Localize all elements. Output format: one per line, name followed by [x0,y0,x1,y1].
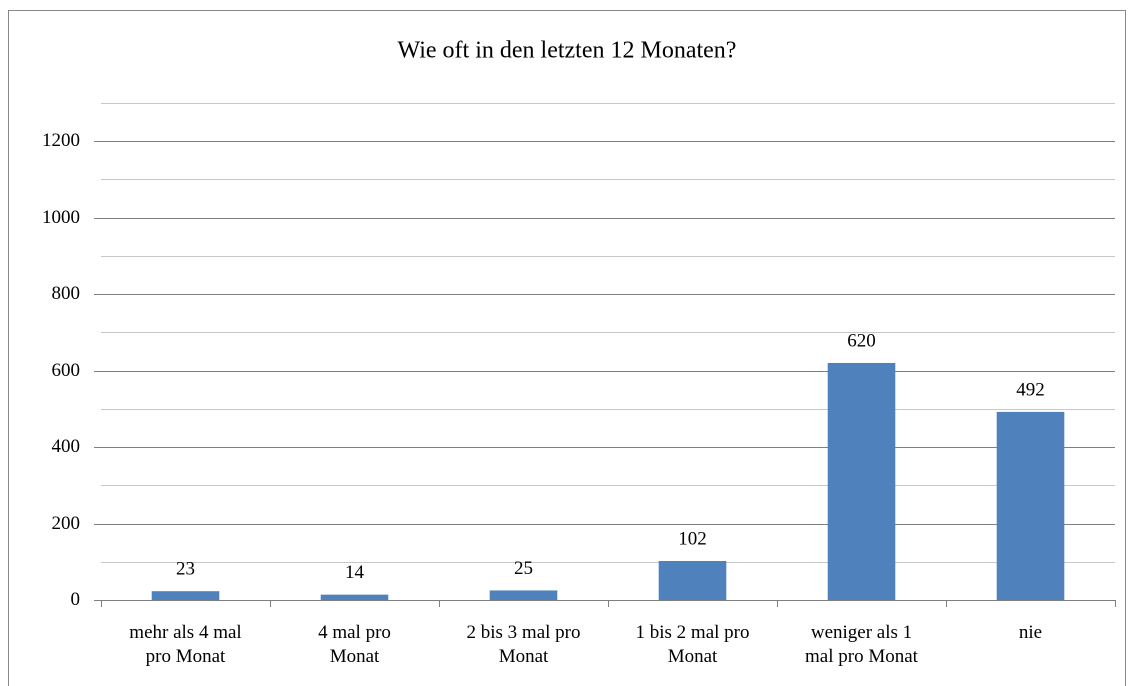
y-tick-label: 1200 [42,130,80,151]
x-tick-label: weniger als 1 mal pro Monat [805,622,918,667]
y-tick-label: 0 [71,589,81,610]
x-tick-label: 1 bis 2 mal pro Monat [635,622,750,667]
bar [320,594,389,600]
y-tick-label: 200 [52,513,81,534]
x-tick-label: mehr als 4 mal pro Monat [129,622,242,667]
x-tick-label: nie [1018,622,1043,643]
data-label: 25 [514,558,533,579]
bar [489,590,558,600]
data-label: 620 [847,330,876,351]
data-label: 14 [345,562,365,583]
bar [151,591,220,600]
x-tick-label: 4 mal pro Monat [318,622,391,667]
y-tick-label: 600 [52,360,81,381]
x-tick-label: 2 bis 3 mal pro Monat [466,622,581,667]
y-tick-label: 400 [52,436,81,457]
data-label: 492 [1016,379,1045,400]
data-label: 102 [678,528,707,549]
chart-title: Wie oft in den letzten 12 Monaten? [398,38,737,64]
bar [827,362,896,600]
chart-frame [8,10,1126,686]
bar [996,411,1065,600]
y-tick-label: 800 [52,283,81,304]
bar [658,561,727,600]
y-tick-label: 1000 [42,207,80,228]
data-label: 23 [176,559,195,580]
